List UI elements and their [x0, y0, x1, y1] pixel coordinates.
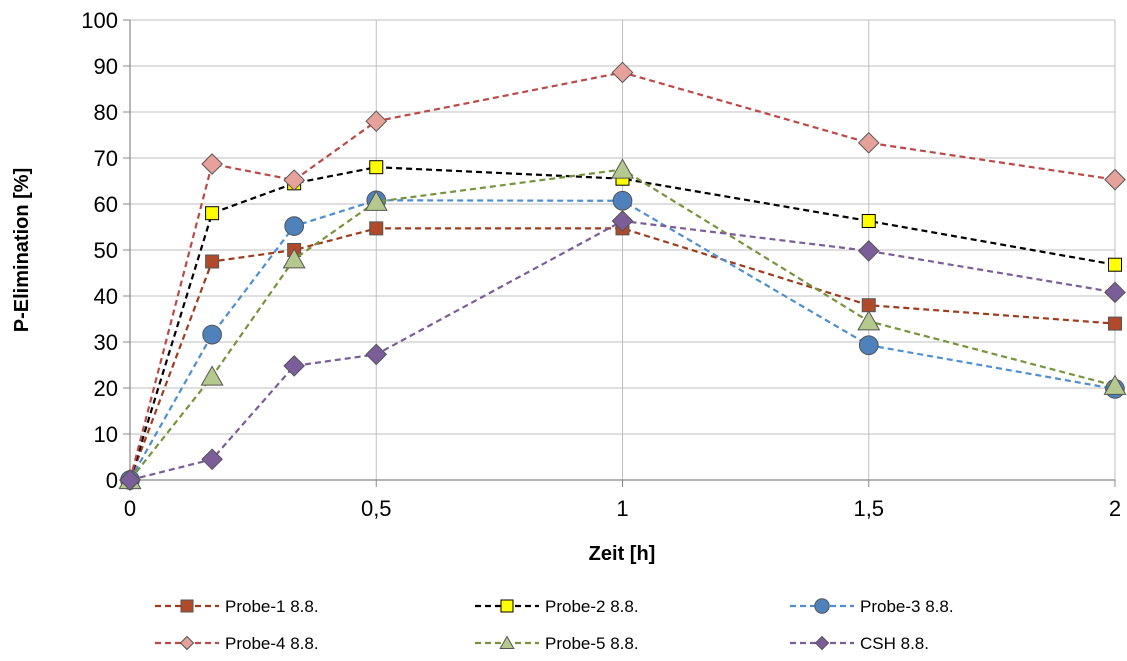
y-tick-label: 50 — [94, 238, 118, 263]
data-point — [202, 324, 222, 345]
y-tick-label: 70 — [94, 146, 118, 171]
data-point — [201, 153, 223, 175]
data-point — [205, 254, 220, 269]
data-point — [283, 355, 305, 377]
data-point — [1108, 316, 1122, 331]
legend-marker — [814, 635, 830, 651]
data-point — [365, 110, 388, 133]
data-point — [1104, 281, 1126, 304]
y-tick-label: 100 — [81, 8, 118, 33]
legend-label: CSH 8.8. — [860, 634, 929, 653]
x-tick-label: 0,5 — [361, 496, 392, 521]
x-tick-label: 0 — [124, 496, 136, 521]
legend-item: Probe-5 8.8. — [475, 634, 639, 653]
y-tick-label: 0 — [106, 468, 118, 493]
data-point — [858, 335, 879, 356]
data-point — [201, 448, 223, 471]
data-point — [365, 343, 388, 366]
x-tick-label: 2 — [1109, 496, 1121, 521]
y-axis-ticks: 0 10 20 30 40 50 60 70 80 90 100 — [81, 8, 130, 493]
data-point — [1103, 374, 1127, 395]
data-point — [611, 210, 634, 232]
data-point — [612, 190, 633, 211]
data-point — [205, 206, 220, 221]
y-tick-label: 80 — [94, 100, 118, 125]
legend-marker — [499, 635, 515, 650]
data-point — [861, 214, 876, 229]
y-tick-label: 60 — [94, 192, 118, 217]
x-tick-label: 1 — [616, 496, 628, 521]
y-tick-label: 10 — [94, 422, 118, 447]
legend-marker — [500, 599, 514, 613]
data-point — [1108, 257, 1122, 272]
data-point — [861, 298, 876, 313]
y-tick-label: 40 — [94, 284, 118, 309]
data-point — [369, 221, 384, 236]
legend-label: Probe-4 8.8. — [225, 634, 319, 653]
legend-label: Probe-2 8.8. — [545, 597, 639, 616]
data-point — [364, 190, 388, 211]
legend-marker — [180, 599, 194, 613]
data-point — [283, 169, 305, 191]
y-tick-label: 30 — [94, 330, 118, 355]
data-point — [369, 160, 384, 175]
data-point — [857, 131, 880, 154]
legend-item: Probe-1 8.8. — [155, 597, 319, 616]
legend-item: Probe-4 8.8. — [155, 634, 319, 653]
legend-label: Probe-1 8.8. — [225, 597, 319, 616]
data-point — [610, 158, 635, 179]
data-point — [284, 216, 305, 236]
y-tick-label: 90 — [94, 54, 118, 79]
y-axis-title: P-Elimination [%] — [11, 168, 33, 332]
legend-label: Probe-5 8.8. — [545, 634, 639, 653]
data-point — [857, 240, 880, 262]
legend: Probe-1 8.8. Probe-2 8.8. Probe-3 8.8. Prob… — [155, 597, 954, 653]
legend-marker — [814, 598, 830, 614]
y-tick-label: 20 — [94, 376, 118, 401]
data-point — [282, 248, 306, 269]
legend-label: Probe-3 8.8. — [860, 597, 954, 616]
legend-marker — [179, 635, 195, 651]
series-6 — [119, 210, 1126, 491]
data-point — [119, 469, 141, 491]
series-group — [118, 61, 1127, 491]
legend-item: Probe-2 8.8. — [475, 597, 639, 616]
data-point — [1104, 168, 1126, 191]
data-point — [611, 61, 634, 84]
x-axis-ticks: 0 0,5 1 1,5 2 — [124, 480, 1121, 521]
legend-item: Probe-3 8.8. — [790, 597, 954, 616]
data-point — [200, 365, 224, 386]
gridlines — [130, 19, 1116, 480]
legend-item: CSH 8.8. — [790, 634, 929, 653]
data-point — [857, 310, 881, 331]
x-axis-title: Zeit [h] — [589, 543, 656, 565]
x-tick-label: 1,5 — [853, 496, 884, 521]
